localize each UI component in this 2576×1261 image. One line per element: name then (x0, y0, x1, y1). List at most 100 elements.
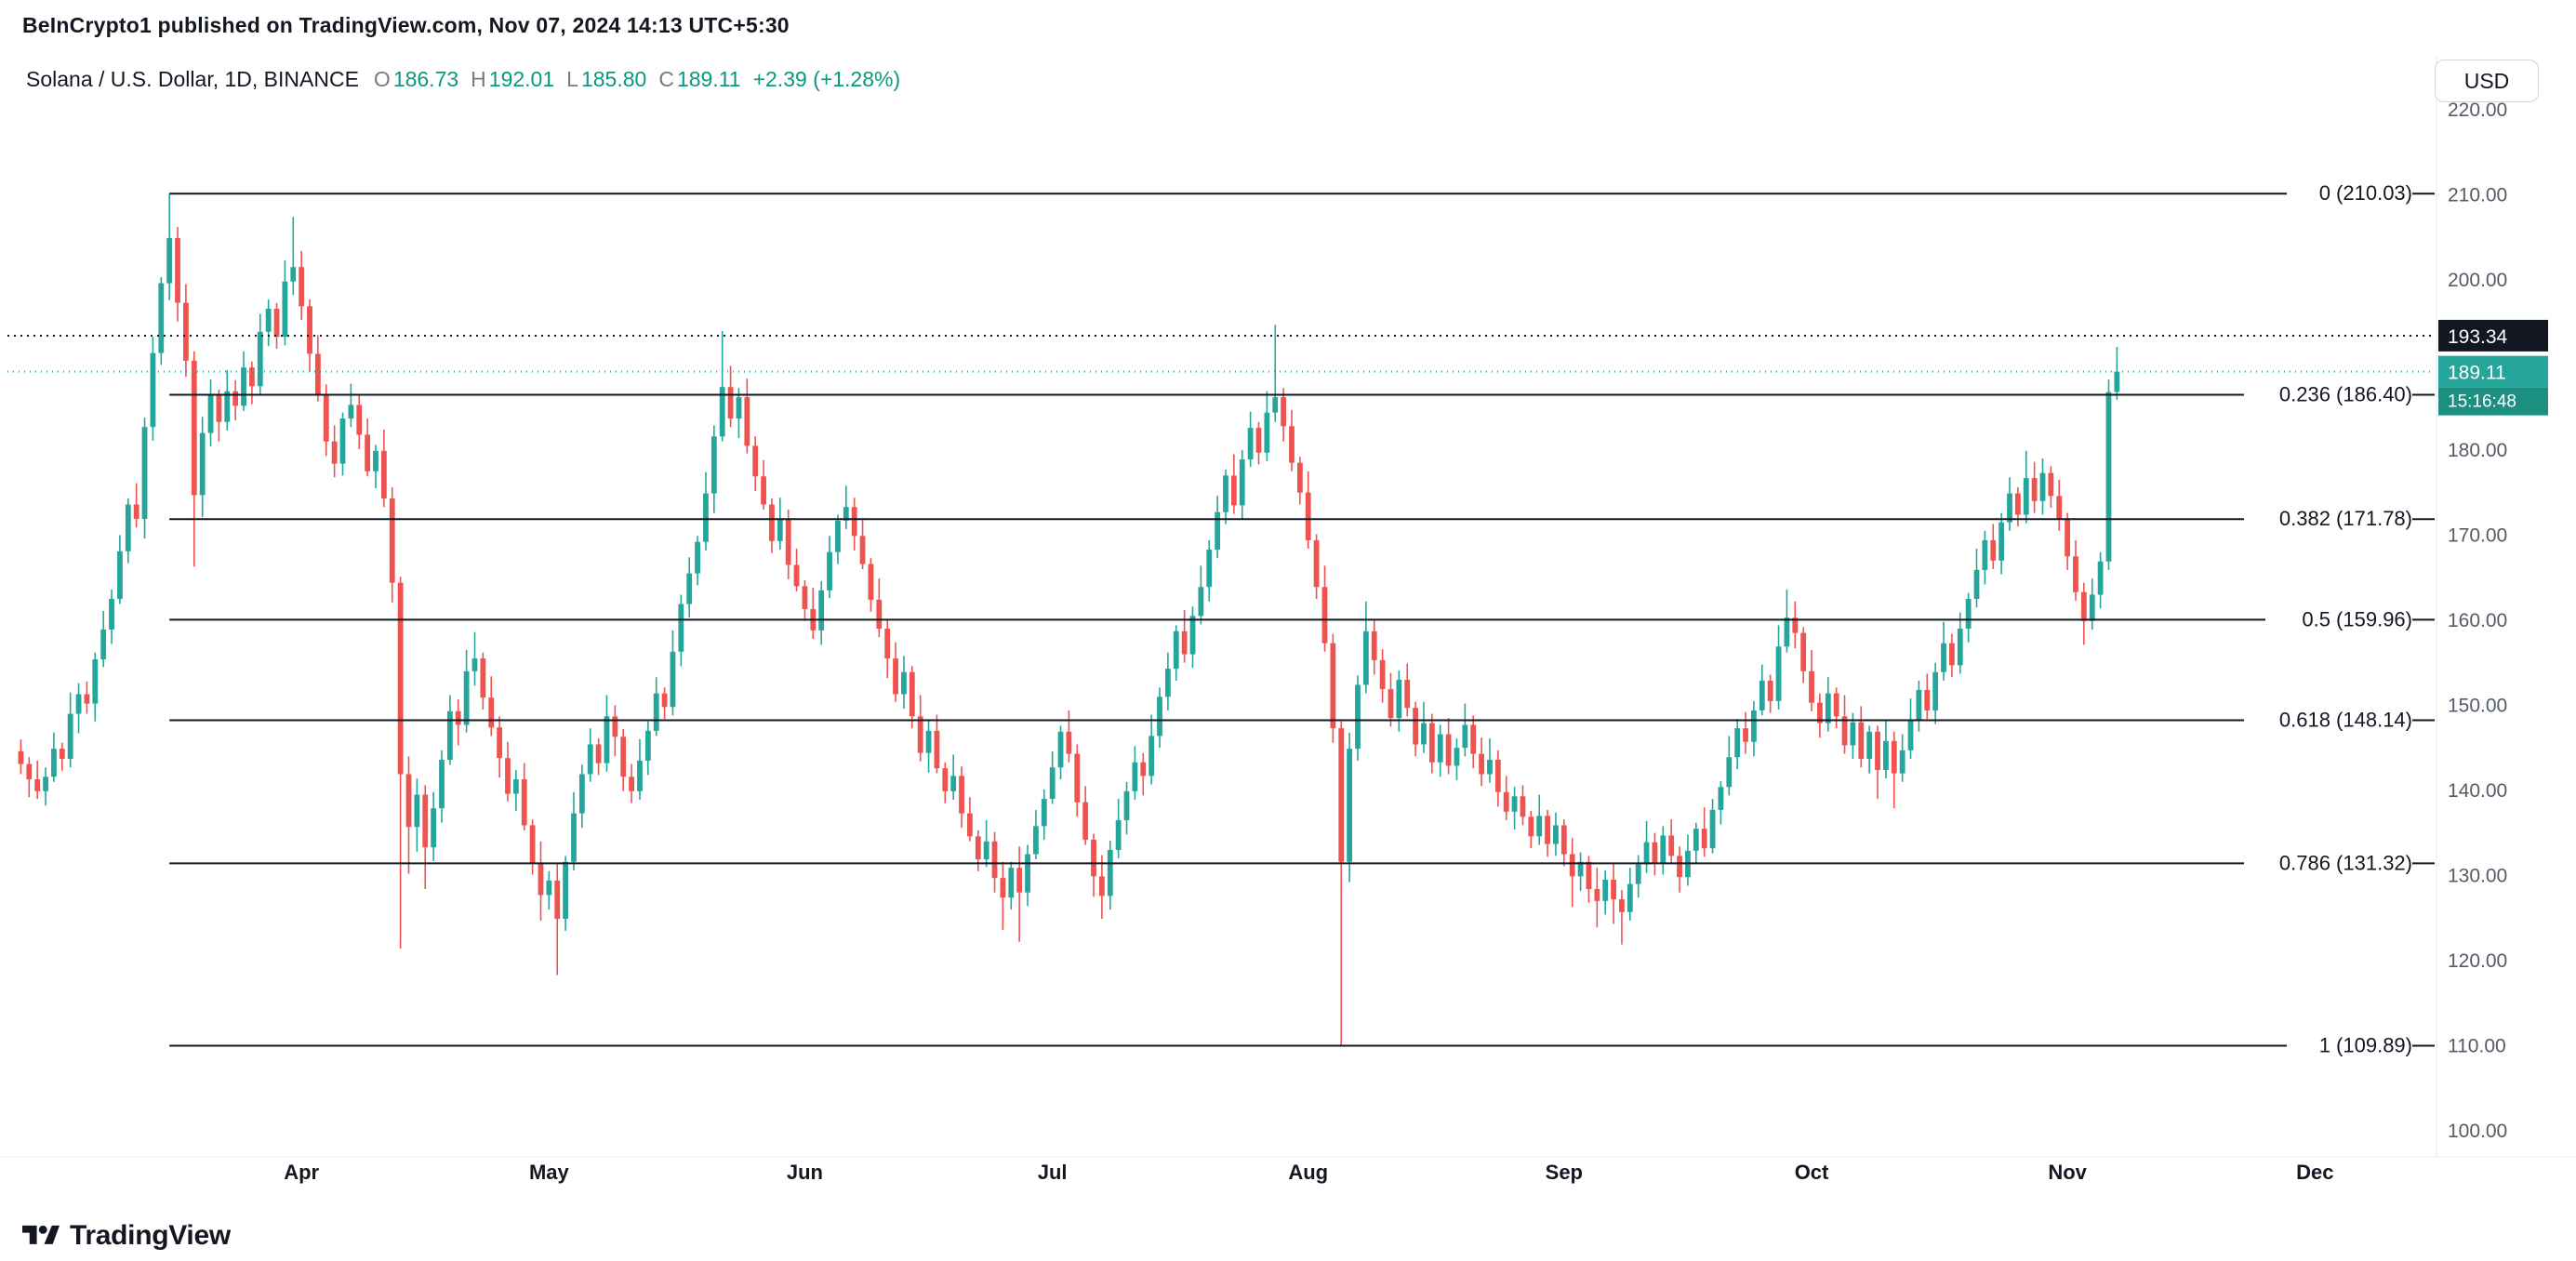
candle-body (1181, 630, 1188, 655)
candle-body (1082, 802, 1089, 840)
candle-body (26, 763, 33, 780)
candle-body (1289, 426, 1295, 463)
fib-label-bg (2244, 848, 2412, 879)
candle-body (578, 774, 585, 814)
candle-body (637, 760, 643, 791)
month-tick-label: Oct (1795, 1161, 1829, 1184)
candle-body (2089, 594, 2095, 621)
price-tick-label: 130.00 (2448, 866, 2507, 887)
candle-body (686, 573, 693, 604)
candle-body (1437, 734, 1443, 763)
candle-body (695, 541, 700, 574)
candle-body (1247, 428, 1254, 459)
candle-body (1611, 879, 1616, 900)
candle-body (884, 629, 891, 659)
candle-body (1189, 616, 1196, 655)
candle-body (777, 519, 783, 541)
fib-label-bg (2287, 1030, 2412, 1061)
candle-body (1264, 412, 1270, 453)
candle-body (859, 536, 866, 564)
candle-body (207, 395, 214, 433)
close-value: 189.11 (676, 67, 741, 91)
candle-body (1825, 693, 1831, 723)
candle-body (793, 564, 800, 587)
low-value: 185.80 (580, 67, 647, 91)
candle-body (546, 880, 552, 896)
candle-body (1388, 689, 1394, 719)
high-label: H (471, 67, 486, 91)
candle-body (232, 391, 239, 406)
fib-level-label: 0.5 (159.96) (2302, 607, 2412, 630)
tradingview-footer[interactable]: TradingView (22, 1220, 231, 1252)
price-tick-label: 210.00 (2448, 185, 2507, 206)
candle-body (1173, 630, 1179, 670)
candle-body (446, 710, 453, 760)
candle-body (43, 777, 48, 791)
candle-body (1668, 835, 1675, 856)
candle-body (1107, 849, 1113, 896)
candle-body (959, 776, 964, 814)
candle-body (1462, 724, 1468, 749)
candle-body (1428, 723, 1435, 763)
currency-toggle-button[interactable]: USD (2435, 60, 2539, 102)
candle-body (818, 590, 825, 630)
candle-body (1866, 731, 1873, 760)
candle-body (1677, 856, 1682, 878)
candle-body (414, 794, 420, 828)
candle-body (1635, 864, 1641, 884)
candle-body (967, 813, 973, 837)
candle-body (51, 749, 57, 777)
candle-body (1140, 762, 1147, 777)
candle-body (1132, 762, 1138, 791)
candle-body (1454, 748, 1460, 766)
candle-body (1347, 749, 1353, 862)
candle-body (1965, 599, 1972, 630)
candle-body (1701, 829, 1707, 849)
candle-body (1586, 861, 1592, 890)
candle-body (1560, 825, 1567, 855)
candle-body (670, 651, 676, 708)
month-tick-label: Sep (1546, 1161, 1583, 1184)
candle-body (497, 727, 503, 759)
candle-body (1041, 799, 1047, 827)
candle-body (719, 387, 725, 437)
candle-body (314, 353, 321, 394)
last-price-tag[interactable] (2438, 355, 2548, 388)
fib-label-bg (2287, 179, 2412, 209)
candle-body (1272, 397, 1279, 413)
candle-body (653, 693, 659, 731)
candle-body (307, 306, 312, 354)
candle-body (480, 658, 486, 698)
candle-body (216, 395, 222, 422)
symbol-legend[interactable]: Solana / U.S. Dollar, 1D, BINANCE O 186.7… (26, 67, 900, 92)
candle-body (2039, 472, 2046, 501)
candle-body (1809, 670, 1814, 703)
candle-body (1445, 734, 1452, 766)
candle-body (290, 267, 297, 282)
candle-body (604, 716, 610, 763)
price-scale[interactable] (2437, 56, 2576, 1157)
symbol-title: Solana / U.S. Dollar, 1D, BINANCE (26, 67, 359, 91)
candle-body (339, 418, 346, 464)
candle-body (802, 586, 808, 610)
marker-price-tag[interactable] (2438, 319, 2548, 352)
candle-body (843, 507, 849, 521)
fib-label-bg (2244, 504, 2412, 535)
candle-body (1718, 787, 1724, 810)
candle-body (175, 238, 180, 303)
candle-body (563, 861, 569, 920)
candle-body (1296, 462, 1303, 493)
candle-body (1833, 693, 1839, 717)
candle-body (1379, 659, 1386, 690)
price-tick-label: 160.00 (2448, 610, 2507, 631)
candle-body (488, 697, 495, 728)
candle-body (1049, 767, 1056, 800)
fib-level-label: 0 (210.03) (2319, 181, 2412, 205)
candle-body (761, 476, 766, 505)
candle-body (1982, 539, 1988, 570)
candle-body (2007, 493, 2012, 523)
candle-body (1223, 475, 1228, 512)
candle-body (380, 450, 387, 499)
candle-body (166, 238, 173, 284)
